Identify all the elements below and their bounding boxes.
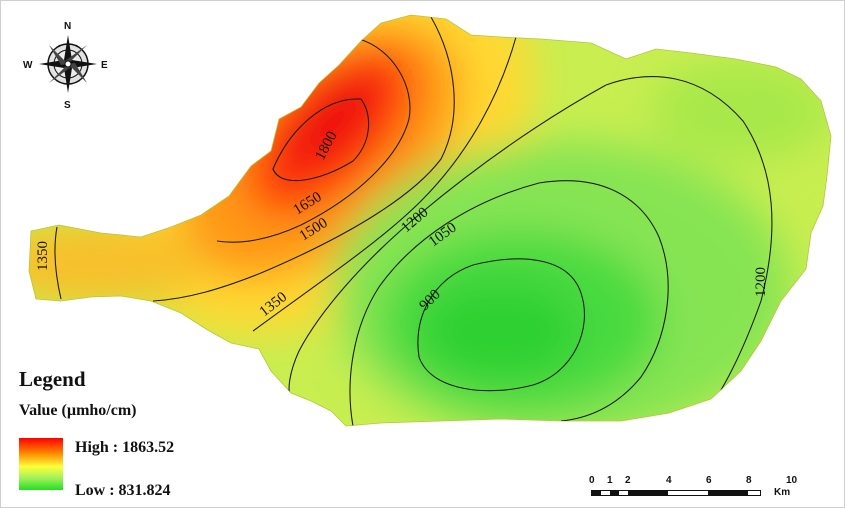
contour-1200-right xyxy=(605,76,773,412)
contour-1650 xyxy=(216,38,411,243)
north-arrow-compass-icon: N S E W xyxy=(23,21,108,111)
contour-1500 xyxy=(152,16,455,302)
scale-tick-label: 1 xyxy=(607,475,613,486)
legend-color-ramp xyxy=(19,438,63,490)
contour-label: 1350 xyxy=(35,241,51,271)
contour-1200-upper xyxy=(288,84,607,400)
scale-tick-label: 10 xyxy=(786,475,798,486)
scale-tick-label: 2 xyxy=(625,475,631,486)
scale-tick-label: 6 xyxy=(706,475,712,486)
contour-lines xyxy=(54,16,773,426)
scale-tick-label: 0 xyxy=(589,475,595,486)
contour-1350-left xyxy=(54,226,62,300)
contour-1050 xyxy=(349,180,669,426)
compass-south-label: S xyxy=(64,100,71,111)
scale-tick-label: 8 xyxy=(746,475,752,486)
contour-1800 xyxy=(272,98,370,182)
compass-west-label: W xyxy=(23,60,33,71)
scale-unit-label: Km xyxy=(774,487,791,498)
contour-1350-mid xyxy=(252,36,517,332)
compass-north-label: N xyxy=(64,21,71,32)
scale-tick-label: 4 xyxy=(666,475,672,486)
legend-high-label: High : 1863.52 xyxy=(75,439,175,456)
legend-title: Legend xyxy=(19,367,86,391)
compass-east-label: E xyxy=(101,60,108,71)
contour-900 xyxy=(417,258,585,392)
contour-label: 1200 xyxy=(753,267,769,297)
legend-subtitle: Value (µmho/cm) xyxy=(19,402,137,419)
scale-bar-graphic xyxy=(591,490,761,496)
legend-low-label: Low : 831.824 xyxy=(75,482,171,499)
